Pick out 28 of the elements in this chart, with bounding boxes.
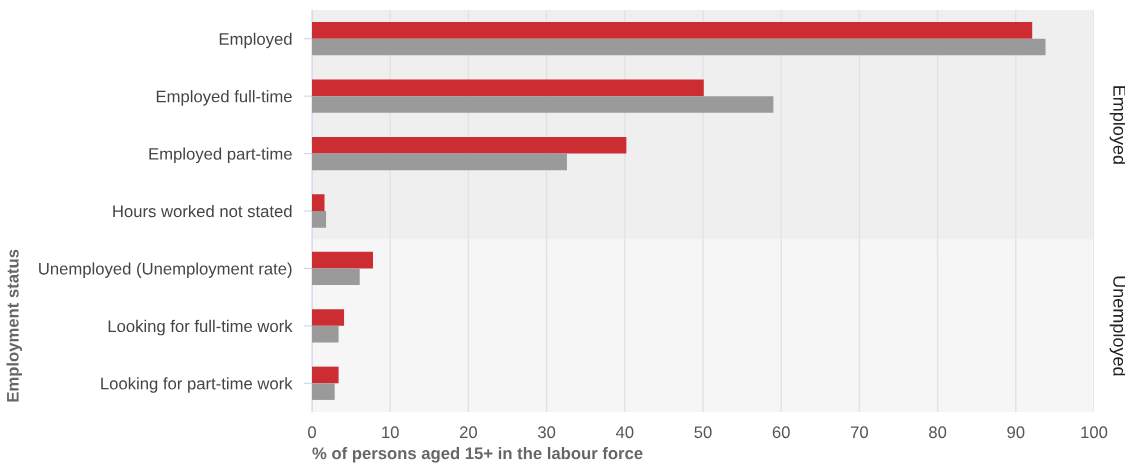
bar (312, 79, 704, 97)
bar (312, 211, 327, 228)
x-tick-label: 70 (850, 426, 869, 439)
x-tick-label: 60 (772, 426, 790, 439)
y-axis-title: Employment status (6, 249, 22, 402)
y-tick-label: Employed (219, 32, 292, 49)
y-tick-label: Unemployed (Unemployment rate) (39, 262, 292, 278)
y-tick-label: Employed part-time (149, 147, 292, 164)
x-tick-label: 0 (308, 426, 316, 439)
y-tick-label: Hours worked not stated (113, 204, 292, 218)
y-tick-label: Employed full-time (156, 90, 292, 106)
x-tick-label: 50 (694, 426, 712, 439)
x-tick-label: 10 (382, 426, 399, 439)
x-tick-label: 90 (1007, 426, 1025, 439)
x-tick-label: 40 (615, 426, 634, 439)
x-axis-title: % of persons aged 15+ in the labour force (312, 446, 643, 463)
y-tick-label: Looking for part-time work (101, 377, 293, 393)
bar (312, 22, 1033, 39)
x-tick-label: 80 (929, 426, 947, 439)
bar (312, 38, 1046, 56)
x-tick-label: 20 (459, 426, 478, 439)
y-tick-label: Looking for full-time work (108, 319, 293, 336)
x-tick-label: 30 (537, 426, 556, 439)
bar (312, 153, 567, 171)
bar (312, 96, 774, 113)
bar (312, 194, 325, 211)
bar (312, 136, 627, 154)
x-tick-label: 100 (1081, 426, 1108, 439)
